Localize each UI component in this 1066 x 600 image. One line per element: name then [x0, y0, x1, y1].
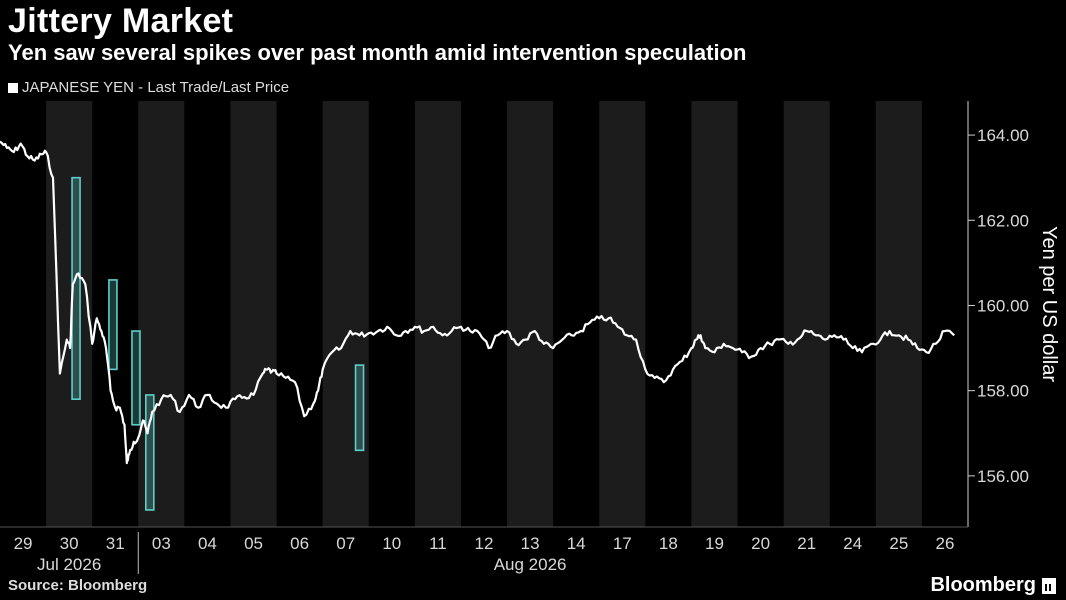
chart-subtitle: Yen saw several spikes over past month a… — [8, 40, 747, 65]
yen-price-line — [0, 140, 955, 465]
y-tick-label: 162.00 — [977, 211, 1029, 230]
y-tick-label: 158.00 — [977, 382, 1029, 401]
intervention-spike-box — [145, 394, 155, 511]
brand-logo: Bloomberg — [930, 574, 1056, 597]
day-shade-band — [414, 101, 461, 527]
x-tick-label: 25 — [889, 534, 908, 553]
legend-label: JAPANESE YEN - Last Trade/Last Price — [22, 79, 290, 96]
day-shade-band — [230, 101, 277, 527]
brand-name: Bloomberg — [930, 574, 1036, 596]
day-shade-band — [783, 101, 830, 527]
x-tick-label: 04 — [198, 534, 217, 553]
y-tick-label: 156.00 — [977, 467, 1029, 486]
y-tick-label: 164.00 — [977, 126, 1029, 145]
x-tick-label: 29 — [14, 534, 33, 553]
intervention-spike-box — [108, 279, 118, 371]
day-shade-band — [46, 101, 93, 527]
x-tick-label: 11 — [429, 534, 447, 553]
x-tick-label: 07 — [336, 534, 355, 553]
x-tick-label: 05 — [244, 534, 263, 553]
x-tick-label: 03 — [152, 534, 171, 553]
x-tick-label: 19 — [705, 534, 724, 553]
x-tick-label: 06 — [290, 534, 309, 553]
x-month-label: Jul 2026 — [37, 555, 101, 574]
x-tick-label: 14 — [567, 534, 586, 553]
day-shade-band — [599, 101, 646, 527]
bloomberg-chart-icon — [1042, 577, 1056, 594]
x-tick-label: 26 — [935, 534, 954, 553]
day-shade-band — [322, 101, 369, 527]
legend-swatch — [8, 82, 18, 93]
intervention-spike-box — [354, 364, 365, 452]
day-shade-band — [691, 101, 738, 527]
legend: JAPANESE YEN - Last Trade/Last Price — [8, 79, 289, 96]
y-axis-label: Yen per US dollar — [1038, 226, 1060, 382]
x-tick-label: 13 — [521, 534, 540, 553]
x-tick-label: 24 — [843, 534, 862, 553]
intervention-spike-box — [131, 330, 141, 426]
x-tick-label: 18 — [659, 534, 678, 553]
x-tick-label: 21 — [797, 534, 816, 553]
x-tick-label: 20 — [751, 534, 770, 553]
source-note: Source: Bloomberg — [8, 577, 148, 594]
x-tick-label: 12 — [475, 534, 494, 553]
y-tick-label: 160.00 — [977, 296, 1029, 315]
chart-title: Jittery Market — [8, 2, 234, 40]
x-tick-label: 30 — [60, 534, 79, 553]
x-tick-label: 17 — [613, 534, 632, 553]
x-tick-label: 10 — [382, 534, 401, 553]
x-tick-label: 31 — [106, 534, 125, 553]
x-month-label: Aug 2026 — [494, 555, 567, 574]
day-shade-band — [875, 101, 922, 527]
day-shade-band — [507, 101, 554, 527]
